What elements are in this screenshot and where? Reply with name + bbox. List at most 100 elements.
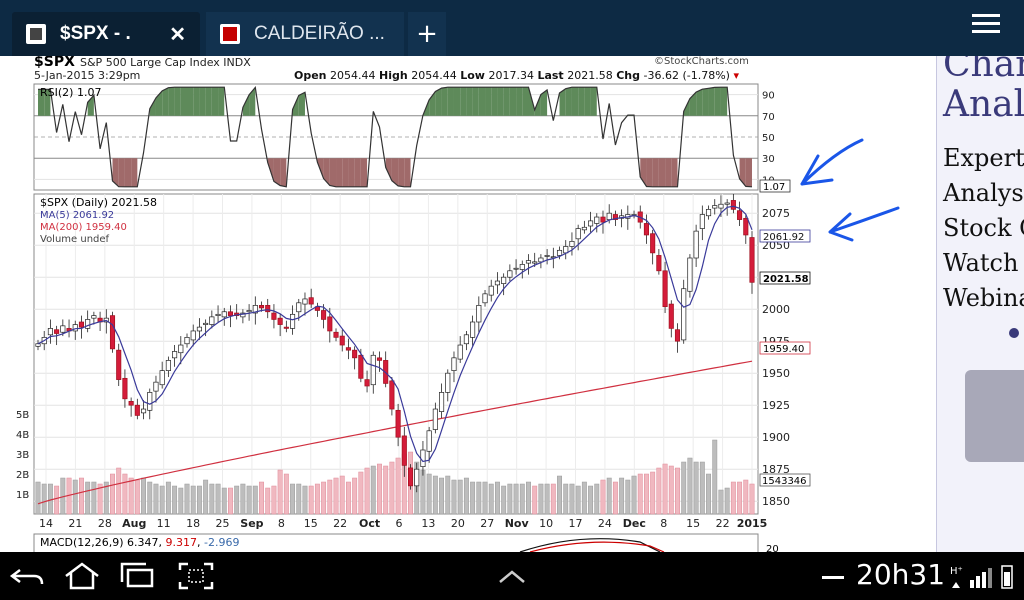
volume-bar bbox=[209, 483, 215, 515]
side-text: Watch bbox=[943, 249, 1019, 277]
home-icon[interactable] bbox=[62, 560, 102, 592]
candle-body bbox=[463, 334, 469, 345]
macd-line bbox=[519, 538, 661, 552]
close-tab-icon[interactable]: ✕ bbox=[169, 24, 186, 46]
rsi-oversold-fill bbox=[118, 158, 125, 187]
candle-body bbox=[426, 430, 432, 452]
volume-bar bbox=[165, 481, 171, 515]
candle-body bbox=[134, 404, 140, 416]
volume-bar bbox=[128, 477, 134, 515]
candle-body bbox=[730, 200, 736, 210]
rsi-overbought-fill bbox=[155, 90, 163, 116]
rsi-oversold-fill bbox=[273, 158, 281, 186]
x-tick-label: 2015 bbox=[737, 517, 768, 530]
candle-body bbox=[705, 209, 712, 217]
volume-bar bbox=[159, 485, 165, 515]
rsi-overbought-fill bbox=[38, 89, 45, 116]
rsi-overbought-fill bbox=[497, 87, 504, 116]
candle-body bbox=[439, 392, 445, 412]
candle-body bbox=[718, 203, 724, 209]
volume-bar bbox=[606, 477, 612, 515]
volume-bar bbox=[277, 469, 283, 515]
volume-bar bbox=[215, 483, 221, 515]
price-tick-label: 1925 bbox=[762, 399, 790, 412]
price-tick-label: 1850 bbox=[762, 495, 790, 508]
rsi-oversold-fill bbox=[360, 158, 368, 187]
candle-body bbox=[712, 205, 718, 209]
volume-bar bbox=[594, 483, 600, 515]
last-tag: 2021.58 bbox=[763, 274, 809, 285]
rsi-oversold-fill bbox=[329, 158, 337, 187]
rsi-oversold-fill bbox=[671, 158, 678, 187]
rsi-overbought-fill bbox=[242, 94, 250, 116]
volume-bar bbox=[302, 485, 308, 515]
ma200-line bbox=[37, 360, 753, 505]
candle-body bbox=[209, 316, 215, 325]
ma200-tag: 1959.40 bbox=[763, 344, 804, 355]
rsi-overbought-fill bbox=[429, 91, 436, 116]
rsi-overbought-fill bbox=[503, 87, 510, 116]
volume-bar bbox=[563, 483, 569, 515]
x-tick-label: 27 bbox=[480, 517, 494, 530]
rsi-overbought-fill bbox=[720, 87, 728, 116]
back-icon[interactable] bbox=[8, 560, 48, 592]
ma200-legend: MA(200) 1959.40 bbox=[40, 222, 127, 233]
rsi-oversold-fill bbox=[280, 158, 287, 187]
candle-body bbox=[184, 337, 190, 345]
volume-bar bbox=[693, 461, 699, 515]
volume-bar bbox=[426, 473, 432, 515]
volume-bar bbox=[333, 477, 339, 515]
recent-apps-icon[interactable] bbox=[118, 560, 158, 592]
volume-bar bbox=[432, 475, 438, 515]
volume-bar bbox=[314, 483, 320, 515]
candle-body bbox=[47, 328, 53, 336]
price-tick-label: 1900 bbox=[762, 431, 790, 444]
candle-body bbox=[265, 305, 271, 313]
minimize-icon[interactable] bbox=[822, 576, 844, 579]
volume-bar bbox=[147, 481, 153, 515]
tab-spx[interactable]: $SPX - . ✕ bbox=[12, 12, 200, 56]
candle-body bbox=[296, 302, 302, 313]
candle-body bbox=[668, 303, 674, 329]
candle-body bbox=[681, 288, 687, 341]
candle-body bbox=[227, 311, 234, 316]
screenshot-icon[interactable] bbox=[176, 560, 216, 592]
rsi-overbought-fill bbox=[199, 87, 206, 116]
side-text: Expert bbox=[943, 144, 1024, 172]
rsi-overbought-fill bbox=[509, 87, 517, 116]
rsi-tick-label: 30 bbox=[762, 154, 775, 165]
rsi-overbought-fill bbox=[162, 87, 169, 116]
volume-bar bbox=[41, 483, 47, 515]
candle-body bbox=[370, 354, 376, 386]
candle-body bbox=[581, 226, 587, 231]
candle-body bbox=[35, 343, 41, 347]
rsi-overbought-fill bbox=[174, 87, 181, 116]
volume-tick-label: 1B bbox=[16, 490, 29, 501]
rsi-overbought-fill bbox=[453, 87, 461, 116]
tab-caldeirao[interactable]: CALDEIRÃO ... bbox=[206, 12, 404, 56]
rsi-overbought-fill bbox=[298, 92, 305, 116]
rsi-oversold-fill bbox=[131, 158, 138, 187]
side-scroll-button[interactable] bbox=[965, 370, 1024, 462]
chevron-up-icon[interactable] bbox=[492, 560, 532, 592]
browser-menu-icon[interactable] bbox=[972, 14, 1000, 40]
candle-body bbox=[432, 408, 438, 430]
volume-bar bbox=[54, 485, 60, 515]
rsi-value-tag: 1.07 bbox=[763, 182, 785, 193]
volume-bar bbox=[395, 457, 401, 515]
volume-bar bbox=[631, 475, 637, 515]
volume-bar bbox=[668, 465, 674, 515]
volume-bar bbox=[72, 479, 78, 515]
volume-bar bbox=[103, 481, 109, 515]
new-tab-button[interactable]: + bbox=[408, 12, 446, 56]
stock-chart[interactable]: 9070503010 RSI(2) 1.07 1.07 207520502025… bbox=[0, 56, 936, 552]
rsi-overbought-fill bbox=[466, 87, 473, 116]
candle-body bbox=[302, 298, 308, 305]
volume-bar bbox=[290, 483, 296, 515]
rsi-overbought-fill bbox=[180, 87, 188, 116]
rsi-overbought-fill bbox=[249, 87, 256, 116]
candle-body bbox=[662, 270, 668, 307]
volume-bar bbox=[730, 481, 736, 515]
annotation-arrow-rsi bbox=[800, 138, 864, 186]
candle-body bbox=[85, 319, 91, 329]
